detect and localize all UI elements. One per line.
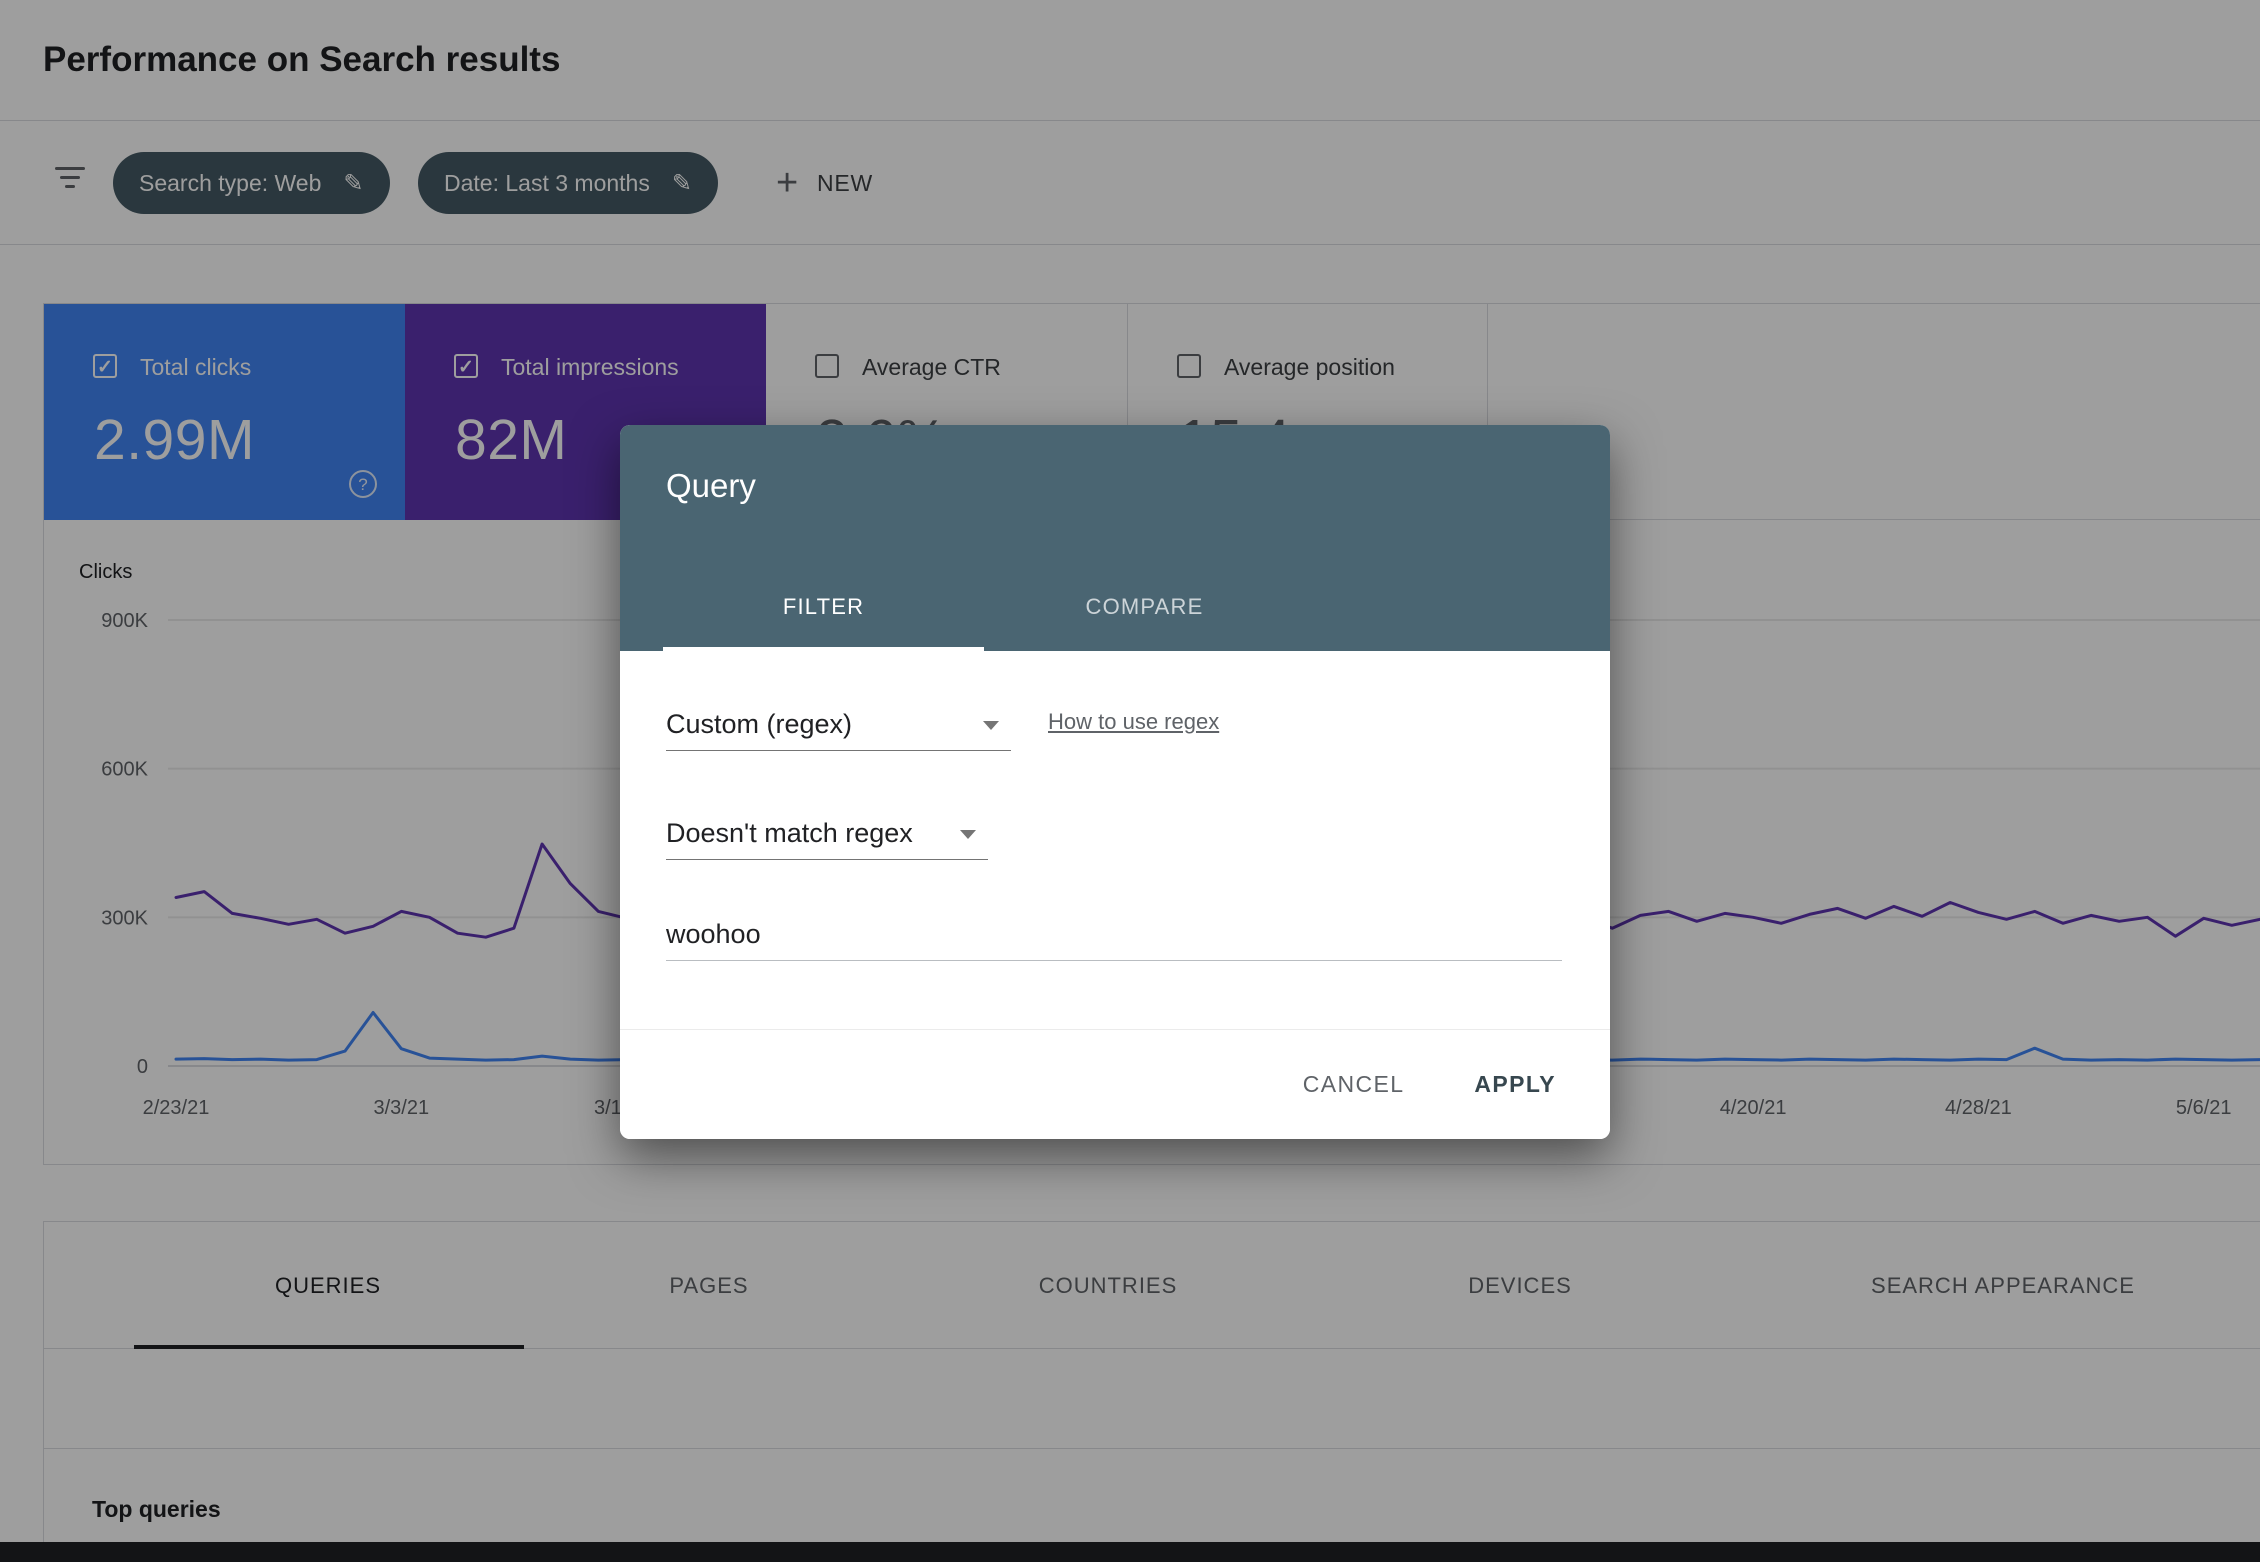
dialog-active-tab-underline — [663, 647, 984, 651]
filter-type-select-value: Custom (regex) — [666, 709, 853, 739]
active-tab-underline — [134, 1345, 524, 1349]
filter-bar: Search type: Web ✎ Date: Last 3 months ✎… — [0, 121, 2260, 245]
metric-card-total-clicks[interactable]: ✓ Total clicks 2.99M ? — [44, 304, 405, 520]
metric-value: 82M — [455, 408, 568, 472]
checkbox-checked-icon[interactable]: ✓ — [93, 354, 117, 378]
checkbox-checked-icon[interactable]: ✓ — [454, 354, 478, 378]
checkbox-unchecked-icon[interactable] — [1177, 354, 1201, 378]
new-filter-button[interactable]: + NEW — [770, 152, 879, 214]
search-type-chip-label: Search type: Web — [139, 169, 322, 196]
chevron-down-icon — [983, 721, 999, 730]
metric-label: Total clicks — [140, 354, 252, 380]
help-icon[interactable]: ? — [349, 470, 377, 498]
tab-devices[interactable]: DEVICES — [1468, 1272, 1572, 1298]
dialog-body: Custom (regex) How to use regex Doesn't … — [620, 651, 1610, 1029]
plus-icon: + — [776, 162, 799, 204]
regex-value-input[interactable] — [666, 909, 1562, 961]
query-filter-dialog: Query FILTER COMPARE Custom (regex) How … — [620, 425, 1610, 1139]
bottom-strip — [0, 1542, 2260, 1562]
tab-search-appearance[interactable]: SEARCH APPEARANCE — [1871, 1272, 2135, 1298]
date-range-chip[interactable]: Date: Last 3 months ✎ — [418, 152, 718, 214]
tab-queries[interactable]: QUERIES — [274, 1272, 382, 1298]
metric-label: Average CTR — [862, 354, 1001, 380]
filter-type-select[interactable]: Custom (regex) — [666, 699, 1011, 751]
page-title: Performance on Search results — [43, 40, 561, 79]
dialog-header: Query FILTER COMPARE — [620, 425, 1610, 651]
dimensions-table-card: QUERIES PAGES COUNTRIES DEVICES SEARCH A… — [43, 1221, 2260, 1562]
metric-label: Total impressions — [501, 354, 679, 380]
tab-pages[interactable]: PAGES — [669, 1272, 749, 1298]
edit-pencil-icon: ✎ — [343, 169, 364, 197]
dialog-tab-compare[interactable]: COMPARE — [1085, 594, 1204, 619]
divider — [44, 1448, 2260, 1449]
search-type-chip[interactable]: Search type: Web ✎ — [113, 152, 390, 214]
operator-select[interactable]: Doesn't match regex — [666, 808, 988, 860]
cancel-button[interactable]: CANCEL — [1297, 1061, 1411, 1108]
table-title: Top queries — [92, 1496, 221, 1522]
tab-countries[interactable]: COUNTRIES — [1038, 1272, 1178, 1298]
dialog-title: Query — [666, 467, 756, 504]
dialog-tab-filter[interactable]: FILTER — [782, 594, 865, 619]
filter-icon[interactable] — [52, 167, 88, 199]
checkbox-unchecked-icon[interactable] — [815, 354, 839, 378]
regex-help-link[interactable]: How to use regex — [1048, 709, 1220, 734]
edit-pencil-icon: ✎ — [671, 169, 692, 197]
chevron-down-icon — [960, 830, 976, 839]
date-range-chip-label: Date: Last 3 months — [444, 169, 650, 196]
new-filter-button-label: NEW — [817, 169, 874, 196]
metric-label: Average position — [1224, 354, 1395, 380]
metric-value: 2.99M — [94, 408, 255, 472]
page-header: Performance on Search results — [0, 0, 2260, 121]
operator-select-value: Doesn't match regex — [666, 818, 913, 848]
dimension-tabs: QUERIES PAGES COUNTRIES DEVICES SEARCH A… — [44, 1222, 2260, 1349]
apply-button[interactable]: APPLY — [1468, 1061, 1562, 1108]
dialog-footer: CANCEL APPLY — [620, 1029, 1610, 1139]
